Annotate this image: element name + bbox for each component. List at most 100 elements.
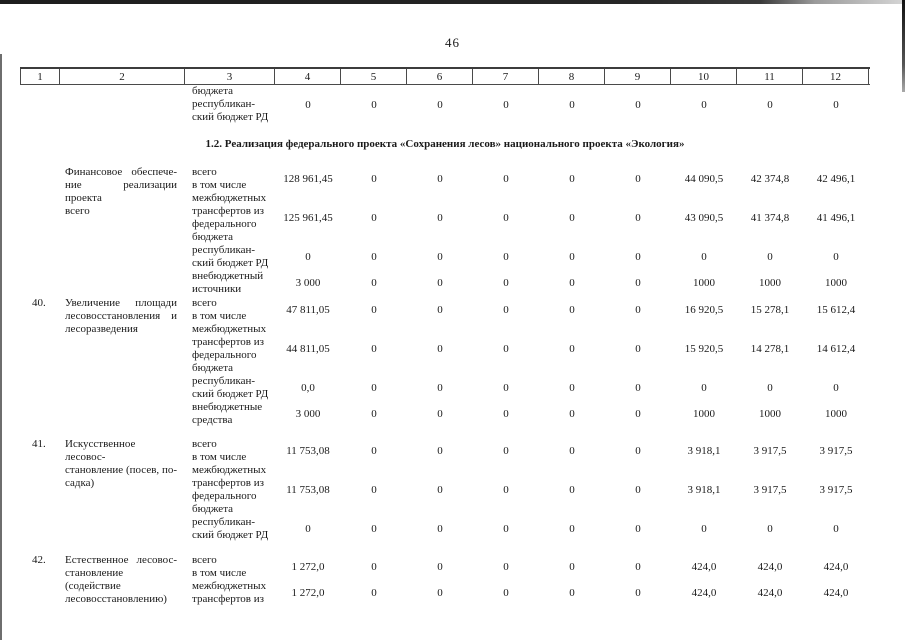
table-cell-value: 11 753,08 (286, 445, 330, 457)
budget-source-label: республикан-ский бюджет РД (192, 516, 275, 542)
table-cell-value: 424,0 (757, 561, 783, 573)
table-cell-value: 11 753,08 (286, 484, 330, 496)
value-column-5: 0 (341, 85, 407, 124)
value-column-5: 0 0 0 (341, 438, 407, 542)
table-cell-value: 0 (701, 523, 707, 535)
table-cell-value: 0 (437, 561, 443, 573)
table-cell-value: 0 (569, 173, 575, 185)
table-row: 40. Увеличение площади лесовосстановления … (20, 297, 870, 427)
value-column-7: 0 0 0 (473, 438, 539, 542)
budget-source-label: всего в том числе (192, 166, 275, 192)
row-name-line: лесовосстановлению) (65, 593, 167, 605)
table-cell-value: 0 (569, 212, 575, 224)
table-cell-value: 42 496,1 (816, 173, 856, 185)
table-cell-value: 3 918,1 (687, 445, 721, 457)
column-header-10: 10 (671, 69, 737, 84)
table-cell-value: 128 961,45 (283, 173, 333, 185)
value-column-6: 0 0 0 0 (407, 166, 473, 296)
row-name-line: Увеличение площади (65, 297, 177, 309)
table-cell-value: 0 (371, 587, 377, 599)
budget-source-label-line: в том числе (192, 567, 247, 579)
table-cell-value: 47 811,05 (286, 304, 330, 316)
column-header-3: 3 (185, 69, 275, 84)
budget-source-label: всего в том числе (192, 297, 275, 323)
table-cell-value: 0 (635, 304, 641, 316)
budget-source-label: всего в том числе (192, 438, 275, 464)
value-column-8: 0 0 0 (539, 438, 605, 542)
table-cell-value: 0 (503, 561, 509, 573)
table-cell-value: 0 (305, 523, 311, 535)
value-column-6: 0 0 0 (407, 438, 473, 542)
table-cell-value: 41 496,1 (816, 212, 856, 224)
table-cell-value: 424,0 (691, 587, 717, 599)
value-column-12: 424,0 424,0 (803, 554, 869, 606)
table-cell-value: 0 (437, 445, 443, 457)
budget-source-label: всего в том числе (192, 554, 275, 580)
value-column-12: 15 612,4 14 612,4 0 1000 (803, 297, 869, 427)
value-column-12: 0 (803, 85, 869, 124)
table-cell-value: 424,0 (757, 587, 783, 599)
budget-source-label-line: внебюджетные (192, 401, 263, 413)
table-cell-value: 43 090,5 (684, 212, 724, 224)
budget-source-labels: бюджета республикан-ский бюджет РД (185, 85, 275, 124)
table-cell-value: 0 (833, 251, 839, 263)
scan-artifact-top-edge (0, 0, 905, 4)
table-cell-value: 0 (371, 212, 377, 224)
table-cell-value: 0 (701, 251, 707, 263)
table-cell-value: 0 (833, 523, 839, 535)
value-column-4: 1 272,0 1 272,0 (275, 554, 341, 606)
budget-source-label-line: бюджета (192, 362, 234, 374)
value-column-9: 0 0 0 0 (605, 166, 671, 296)
table-cell-value: 16 920,5 (684, 304, 724, 316)
row-name-line: лесовосстановления и (65, 310, 177, 322)
table-cell-value: 3 000 (295, 408, 321, 420)
budget-source-label-line: средства (192, 414, 233, 426)
column-header-7: 7 (473, 69, 539, 84)
table-cell-value: 3 918,1 (687, 484, 721, 496)
column-header-9: 9 (605, 69, 671, 84)
table-cell-value: 41 374,8 (750, 212, 790, 224)
budget-source-label-line: федерального (192, 218, 257, 230)
table-cell-value: 1000 (693, 277, 715, 289)
table-cell-value: 1000 (759, 408, 781, 420)
row-name-line: садка) (65, 477, 95, 489)
row-name-line: становление (содействие (65, 567, 124, 592)
row-name: Искусственное лесовос-становление (посев… (60, 438, 185, 490)
table-cell-value: 15 612,4 (816, 304, 856, 316)
row-name-line: ние реализации проекта (65, 179, 177, 204)
table-cell-value: 0 (371, 277, 377, 289)
table-row: Финансовое обеспече-ние реализации проек… (20, 166, 870, 296)
budget-source-labels: всего в том числе межбюджетных трансфертов … (185, 166, 275, 296)
table-cell-value: 0 (503, 445, 509, 457)
budget-source-label-line: всего (192, 438, 217, 450)
budget-source-label: межбюджетных трансфертов из федерального бю… (192, 323, 275, 375)
table-cell-value: 0 (371, 382, 377, 394)
table-cell-value: 0 (437, 382, 443, 394)
budget-source-label-line: трансфертов из (192, 477, 264, 489)
budget-source-label-line: ский бюджет РД (192, 111, 269, 123)
budget-source-label-line: федерального (192, 490, 257, 502)
table-cell-value: 0 (767, 251, 773, 263)
table-row: 42. Естественное лесовос-становление (сод… (20, 554, 870, 606)
budget-source-labels: всего в том числе межбюджетных трансфертов … (185, 554, 275, 606)
table-cell-value: 0 (437, 173, 443, 185)
table-cell-value: 0 (635, 523, 641, 535)
budget-source-label-line: бюджета (192, 85, 234, 97)
budget-source-label: межбюджетных трансфертов из федерального бю… (192, 464, 275, 516)
table-cell-value: 1 272,0 (291, 561, 325, 573)
value-column-10: 0 (671, 85, 737, 124)
value-column-7: 0 0 0 0 (473, 166, 539, 296)
table-cell-value: 0 (503, 98, 509, 111)
table-cell-value: 0 (437, 98, 443, 111)
row-number: 42. (32, 554, 46, 566)
budget-source-label-line: трансфертов из (192, 336, 264, 348)
table-cell-value: 0 (635, 277, 641, 289)
table-carryover-row: бюджета республикан-ский бюджет РД 0 0 0 0 0 0 0… (20, 85, 870, 124)
value-column-11: 15 278,1 14 278,1 0 1000 (737, 297, 803, 427)
table-cell-value: 15 278,1 (750, 304, 790, 316)
budget-source-label: межбюджетных трансфертов из федерального бю… (192, 192, 275, 244)
table-cell-value: 14 278,1 (750, 343, 790, 355)
table-cell-value: 0 (569, 304, 575, 316)
